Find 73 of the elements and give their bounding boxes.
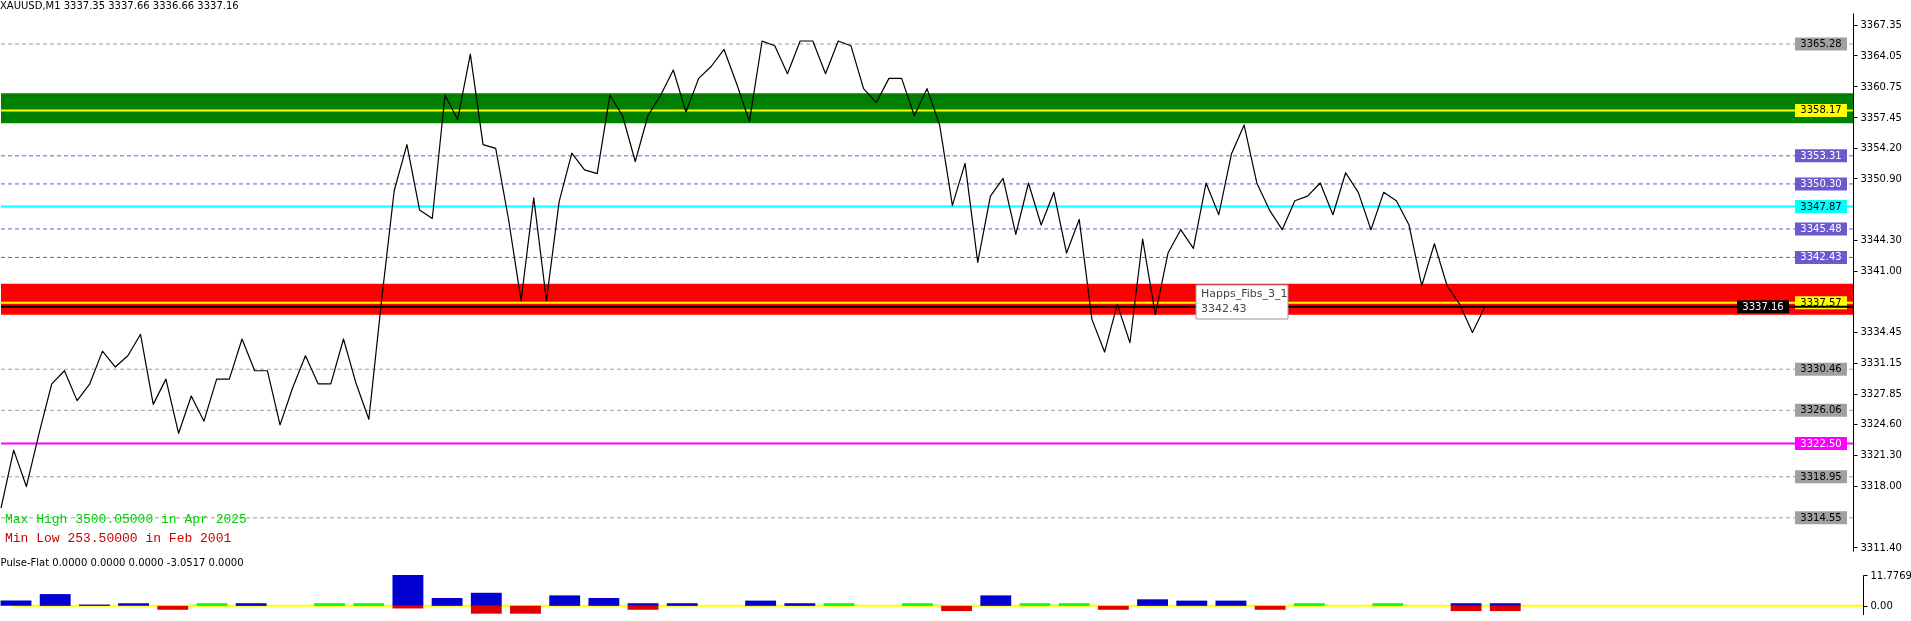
- ref-line-label: 3358.17: [1800, 104, 1842, 116]
- ref-line-label: 3322.50: [1800, 437, 1842, 449]
- ref-line-label: 3342.43: [1800, 251, 1842, 263]
- ref-line-label: 3347.87: [1800, 200, 1842, 212]
- bar: [980, 595, 1012, 606]
- bar: [1489, 605, 1521, 612]
- y-tick-label: 3367.35: [1860, 19, 1902, 31]
- y-tick-label: 3331.15: [1860, 357, 1902, 369]
- bar: [784, 603, 816, 606]
- ref-line-label: 3350.30: [1800, 177, 1842, 189]
- bar: [470, 605, 502, 614]
- ref-line-label: 3318.95: [1800, 470, 1842, 482]
- bar: [1293, 603, 1325, 606]
- annotation: Max High 3500.05000 in Apr 2025: [5, 512, 247, 527]
- y-tick-label: 0.00: [1870, 600, 1893, 612]
- ref-line-label: 3337.57: [1800, 296, 1842, 308]
- bar: [431, 598, 463, 606]
- bar: [1489, 603, 1521, 606]
- bar: [1450, 603, 1482, 606]
- bar: [745, 600, 777, 606]
- y-tick-label: 3327.85: [1860, 388, 1902, 400]
- y-tick-label: 3311.40: [1860, 541, 1902, 553]
- bar: [353, 603, 385, 606]
- bar: [901, 603, 933, 606]
- bar: [1176, 600, 1208, 606]
- bar: [1372, 603, 1404, 606]
- bar: [470, 592, 502, 606]
- y-tick-label: 3341.00: [1860, 265, 1902, 277]
- ref-line-label: 3365.28: [1800, 38, 1842, 50]
- ref-line-label: 3337.16: [1742, 300, 1784, 312]
- bar: [1215, 600, 1247, 606]
- y-tick-label: 3360.75: [1860, 80, 1902, 92]
- bar: [1137, 599, 1168, 606]
- bar: [549, 595, 581, 606]
- y-tick-label: 3364.05: [1860, 50, 1902, 61]
- annotation: Min Low 253.50000 in Feb 2001: [5, 531, 232, 546]
- y-tick-label: 3334.45: [1860, 326, 1902, 338]
- y-tick-label: 3350.90: [1860, 172, 1902, 184]
- chart-title: Pulse-Flat 0.0000 0.0000 0.0000 -3.0517 0.0000: [0, 557, 244, 569]
- bar: [627, 605, 659, 610]
- bar: [39, 594, 71, 606]
- bar: [1450, 605, 1482, 612]
- bar: [1058, 603, 1090, 606]
- bar: [392, 575, 424, 606]
- bar: [823, 603, 855, 606]
- y-tick-label: 3344.30: [1860, 234, 1902, 246]
- bar: [588, 598, 620, 606]
- annotation: Happs_Fibs_3_1 3342.43: [1201, 287, 1288, 315]
- ref-line-label: 3314.55: [1800, 511, 1842, 523]
- y-tick-label: 3318.00: [1860, 480, 1902, 492]
- ref-line-label: 3353.31: [1800, 149, 1842, 161]
- bar: [627, 603, 659, 606]
- ref-line-label: 3326.06: [1800, 404, 1842, 416]
- bar: [510, 605, 541, 614]
- ref-line-label: 3330.46: [1800, 363, 1842, 375]
- chart-title: XAUUSD,M1 3337.35 3337.66 3336.66 3337.16: [0, 0, 239, 11]
- bar: [1254, 605, 1286, 610]
- y-tick-label: 3324.60: [1860, 418, 1902, 430]
- y-tick-label: 3357.45: [1860, 111, 1902, 123]
- y-tick-label: 11.7769: [1870, 569, 1911, 581]
- bar: [118, 603, 150, 606]
- bar: [0, 600, 32, 606]
- bar: [666, 603, 698, 606]
- bar: [314, 603, 345, 606]
- bar: [1097, 605, 1129, 610]
- y-tick-label: 3354.20: [1860, 142, 1902, 153]
- ref-line-label: 3345.48: [1800, 222, 1842, 234]
- bar: [235, 603, 267, 606]
- bar: [157, 605, 189, 610]
- bar: [941, 605, 973, 612]
- bar: [1019, 603, 1051, 606]
- bar: [196, 603, 228, 606]
- y-tick-label: 3321.30: [1860, 449, 1902, 461]
